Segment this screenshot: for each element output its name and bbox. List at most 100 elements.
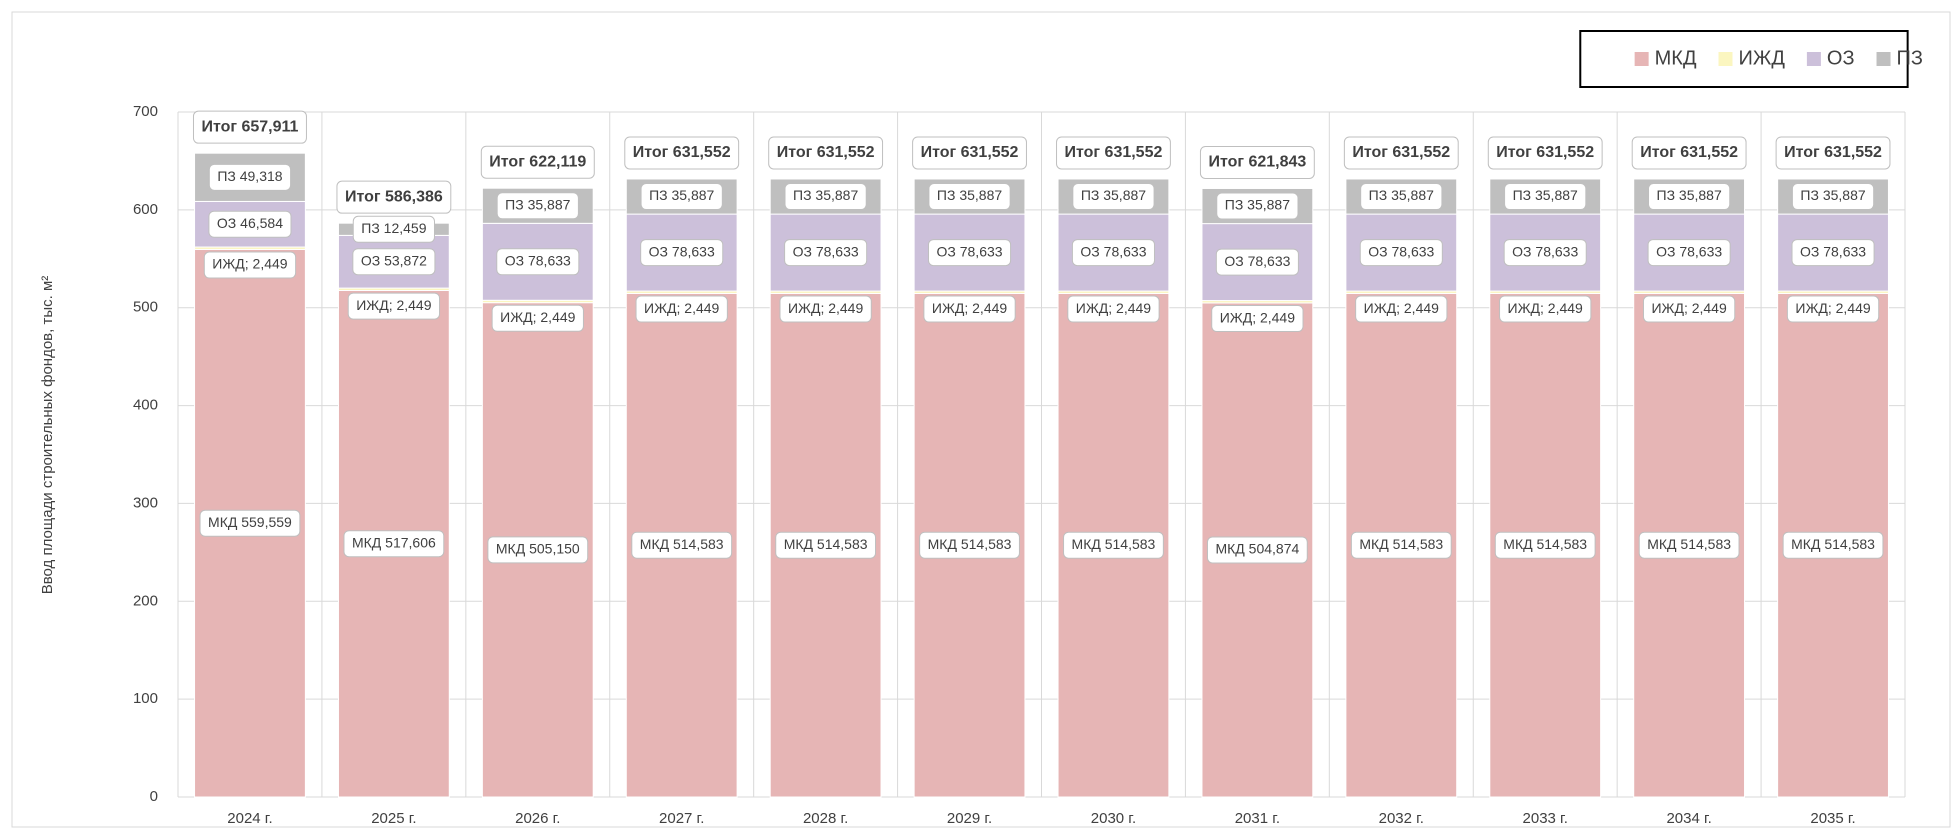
data-label-text: ПЗ 35,887 [1225,197,1290,213]
data-label: ИЖД; 2,449 [1355,295,1448,323]
label-box [480,145,595,179]
label-box [775,531,877,559]
label-box [208,210,292,238]
label-box [919,531,1020,559]
data-label: ИЖД; 2,449 [203,251,297,279]
data-label: ОЗ 46,584 [208,210,292,238]
data-label-text: МКД 504,874 [1215,541,1299,557]
data-label: МКД 505,150 [487,536,589,564]
data-label: ИЖД; 2,449 [923,295,1016,323]
data-label-text: ИЖД; 2,449 [1220,309,1295,325]
data-label: ПЗ 35,887 [1648,183,1731,211]
data-label-text: МКД 514,583 [1072,536,1156,552]
data-label-text: ПЗ 35,887 [1657,187,1722,203]
label-box [1648,183,1731,211]
label-box [343,530,445,558]
data-label-text: Итог 631,552 [777,144,875,161]
data-label-text: МКД 514,583 [1503,536,1587,552]
legend-swatch [1718,52,1733,66]
data-label-text: МКД 505,150 [496,541,580,557]
data-label: ОЗ 78,633 [1503,239,1587,267]
y-tick-label: 500 [133,299,158,316]
data-label-text: ОЗ 78,633 [505,253,571,269]
label-box [768,136,884,170]
label-box [923,295,1016,323]
y-tick-label: 700 [133,103,158,120]
data-label: ИЖД; 2,449 [635,295,728,323]
data-label: Итог 631,552 [768,136,884,170]
data-label-text: ИЖД; 2,449 [788,300,863,316]
chart-frame [11,11,1951,828]
data-label: ОЗ 78,633 [1647,239,1731,267]
label-box [779,295,872,323]
data-label-text: ИЖД; 2,449 [356,297,431,313]
data-label: ОЗ 53,872 [352,248,436,276]
label-box [1343,136,1459,170]
legend-label: ПЗ [1897,47,1923,69]
data-label-text: ОЗ 78,633 [1512,243,1578,259]
data-label-text: Итог 621,843 [1208,154,1306,171]
data-label-text: ПЗ 35,887 [1369,187,1434,203]
label-box [1360,183,1443,211]
data-label: ПЗ 35,887 [1216,192,1299,220]
label-box [347,292,441,320]
data-label-text: МКД 514,583 [1359,536,1443,552]
data-label: ПЗ 35,887 [928,183,1011,211]
data-label-text: Итог 631,552 [1784,144,1882,161]
label-box [336,180,452,214]
data-label: ПЗ 49,318 [208,163,292,191]
legend-swatch [1876,52,1891,66]
label-box [640,239,724,267]
label-box [1503,239,1587,267]
label-box [1504,183,1587,211]
data-label-text: ПЗ 35,887 [793,187,858,203]
data-label: ИЖД; 2,449 [1642,295,1736,323]
x-tick-label: 2028 г. [803,810,848,827]
label-box [784,239,868,267]
data-label-text: Итог 631,552 [1496,144,1594,161]
data-label: ПЗ 35,887 [1360,183,1443,211]
data-label-text: ОЗ 78,633 [1800,243,1866,259]
label-box [199,509,301,537]
data-label: ПЗ 35,887 [1791,183,1875,211]
data-label: МКД 514,583 [919,531,1020,559]
data-label: МКД 514,583 [1638,531,1740,559]
label-box [1359,239,1443,267]
data-label-text: ИЖД; 2,449 [932,300,1007,316]
data-label: Итог 622,119 [480,145,595,179]
data-label: Итог 631,552 [912,136,1027,170]
data-label: ОЗ 78,633 [640,239,724,267]
label-box [203,251,297,279]
data-label-text: ОЗ 78,633 [937,243,1003,259]
x-tick-label: 2029 г. [947,810,992,827]
data-label: МКД 514,583 [631,531,733,559]
x-tick-label: 2026 г. [515,810,560,827]
data-label-text: Итог 631,552 [1640,144,1738,161]
data-label-text: ИЖД; 2,449 [212,256,287,272]
label-box [1056,136,1171,170]
data-label-text: ОЗ 78,633 [1656,243,1722,259]
label-box [1215,248,1299,276]
data-label: ПЗ 12,459 [352,215,435,243]
data-label: ОЗ 78,633 [784,239,868,267]
label-box [912,136,1027,170]
label-box [784,183,867,211]
data-label: ИЖД; 2,449 [1211,305,1304,333]
data-label: Итог 657,911 [192,110,307,144]
data-label: ПЗ 35,887 [1504,183,1587,211]
data-label-text: МКД 514,583 [928,536,1012,552]
label-box [624,136,740,170]
data-label-text: ИЖД; 2,449 [1076,300,1151,316]
data-label-text: Итог 586,386 [345,188,443,205]
label-box [1775,136,1891,170]
label-box [1782,531,1884,559]
label-box [1216,192,1299,220]
data-label-text: ИЖД; 2,449 [500,309,575,325]
data-label: ПЗ 35,887 [1072,183,1155,211]
data-label: Итог 631,552 [1775,136,1891,170]
data-label: ПЗ 35,887 [640,183,723,211]
label-box [1071,239,1155,267]
x-tick-label: 2035 г. [1810,810,1855,827]
label-box [631,531,733,559]
label-box [1499,295,1592,323]
